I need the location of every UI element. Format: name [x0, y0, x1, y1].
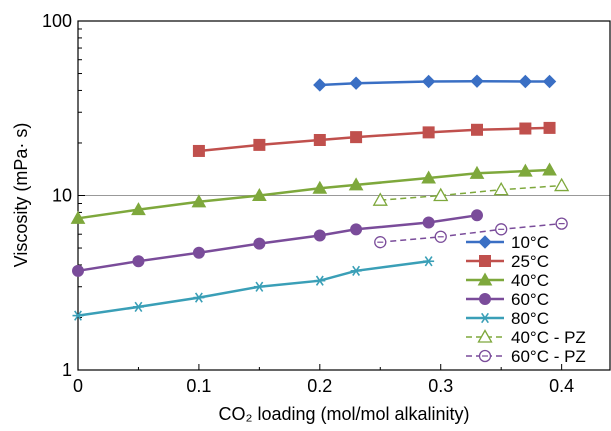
series-4-point — [350, 265, 362, 276]
series-0 — [313, 74, 557, 92]
series-5-point — [433, 187, 449, 202]
legend-label: 10°C — [511, 233, 549, 252]
series-4-point-stroke — [315, 275, 324, 286]
series-3-point — [313, 229, 326, 242]
series-1-point — [519, 122, 532, 135]
legend-swatch-marker — [477, 329, 493, 343]
x-axis-label: CO₂ loading (mol/mol alkalinity) — [218, 404, 469, 424]
series-4-point-stroke — [352, 265, 361, 276]
x-tick-label: 0.2 — [307, 376, 332, 396]
series-1-point — [350, 131, 363, 144]
series-2-point — [348, 177, 364, 191]
legend-label: 60°C — [511, 290, 549, 309]
series-0-point — [518, 74, 533, 89]
series-2-point — [421, 170, 436, 184]
series-1 — [192, 121, 556, 157]
x-tick-label: 0 — [73, 376, 83, 396]
series-3-point — [350, 223, 363, 236]
series-3-point — [132, 255, 145, 268]
legend-label: 60°C - PZ — [511, 347, 586, 366]
series-4-point — [253, 281, 265, 292]
series-4-point-stroke — [194, 292, 203, 303]
legend-swatch-marker — [478, 235, 492, 249]
series-0-point — [313, 78, 327, 92]
series-5 — [372, 177, 570, 206]
legend-swatch-marker — [479, 312, 491, 324]
series-2 — [70, 162, 557, 224]
series-5-point — [372, 192, 388, 206]
series-6-line — [380, 222, 562, 243]
series-3-line — [77, 214, 478, 273]
series-1-point — [253, 138, 266, 151]
series-1-line — [198, 126, 550, 153]
series-0-point — [542, 74, 557, 89]
series-5-line — [380, 184, 562, 201]
y-tick-label: 100 — [42, 11, 72, 31]
ticks-layer: 0 0.1 0.2 0.3 0.4 1 10 100 — [42, 11, 574, 396]
series-0-point — [349, 76, 363, 90]
y-axis-label: Viscosity (mPa· s) — [11, 123, 31, 268]
series-4-point — [193, 292, 205, 303]
legend-label: 40°C — [511, 271, 549, 290]
series-4-line — [77, 259, 429, 317]
series-2-point — [131, 202, 146, 216]
series-3 — [72, 209, 483, 277]
series-2-point — [518, 163, 533, 177]
series-3-point — [471, 209, 483, 222]
series-1-point — [471, 123, 483, 136]
legend-swatch-marker — [479, 293, 491, 305]
series-2-line — [77, 168, 550, 220]
series-4-point — [423, 256, 435, 267]
series-1-point — [192, 144, 205, 157]
series-3-point — [192, 246, 205, 259]
series-5-point — [493, 181, 509, 196]
legend-swatch-marker-stroke — [481, 312, 489, 324]
series-layer — [70, 74, 570, 321]
series-4-point-stroke — [424, 256, 433, 267]
legend-swatch-marker — [479, 255, 491, 267]
legend-label: 40°C - PZ — [511, 328, 586, 347]
y-tick-label: 10 — [52, 186, 72, 206]
series-3-point — [253, 237, 266, 250]
series-4 — [72, 256, 435, 321]
series-4-point — [132, 301, 144, 313]
x-tick-label: 0.3 — [428, 376, 453, 396]
series-1-point — [313, 133, 326, 146]
legend-swatch-marker — [477, 272, 493, 286]
series-1-point — [422, 126, 435, 139]
series-0-point — [421, 74, 436, 89]
y-tick-label: 1 — [62, 360, 72, 380]
series-2-point — [312, 180, 328, 194]
series-4-point-stroke — [134, 301, 143, 313]
x-tick-label: 0.1 — [186, 376, 211, 396]
series-3-point — [72, 264, 84, 277]
series-2-point — [542, 162, 557, 176]
series-3-point — [422, 216, 435, 229]
series-1-point — [543, 121, 556, 134]
series-4-point-stroke — [74, 310, 82, 321]
legend-label: 80°C — [511, 309, 549, 328]
series-0-point — [470, 74, 484, 88]
series-2-point — [252, 187, 267, 201]
series-4-point-stroke — [255, 281, 264, 292]
series-6 — [374, 217, 568, 249]
series-5-point — [554, 177, 570, 192]
series-4-point — [72, 310, 84, 321]
legend-label: 25°C — [511, 252, 549, 271]
series-2-point — [191, 194, 207, 208]
series-2-point — [70, 210, 86, 224]
series-4-point — [314, 275, 326, 286]
x-tick-label: 0.4 — [549, 376, 574, 396]
series-2-point — [469, 165, 485, 179]
